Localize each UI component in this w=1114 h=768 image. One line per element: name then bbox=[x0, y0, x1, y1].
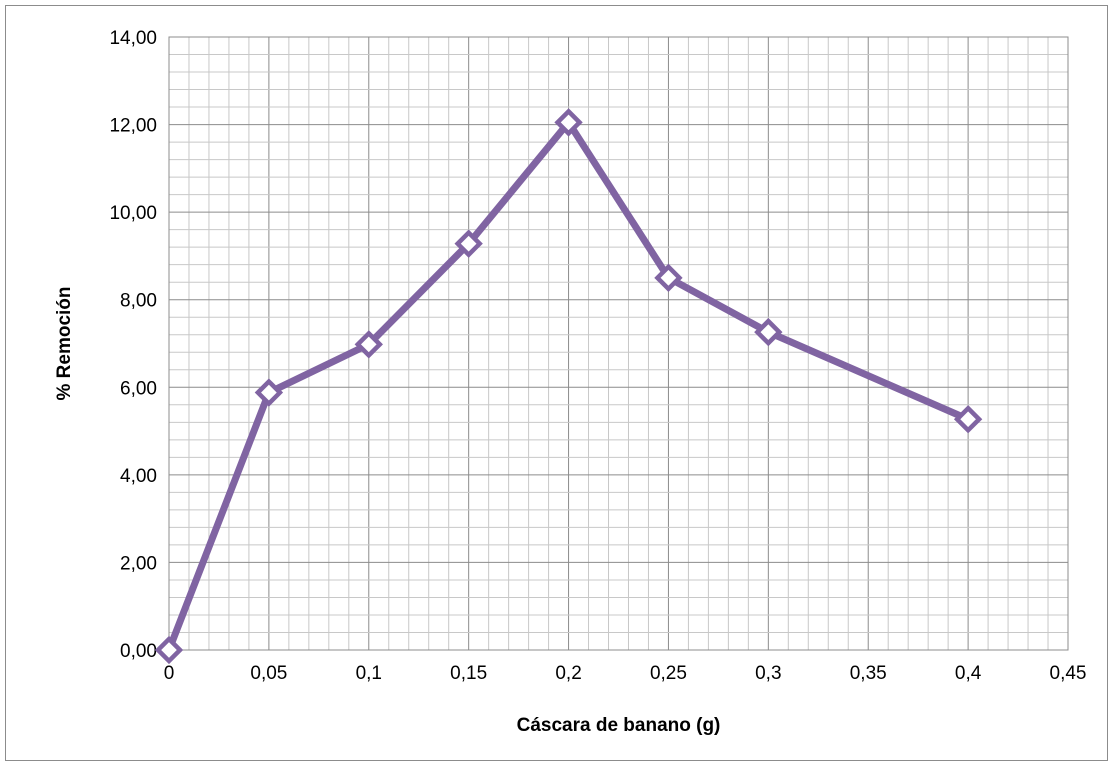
x-tick-label: 0,45 bbox=[1050, 663, 1087, 684]
x-tick-label: 0,2 bbox=[555, 663, 581, 684]
x-tick-label: 0,05 bbox=[250, 663, 287, 684]
grid-lines bbox=[168, 36, 1069, 651]
x-tick-label: 0,1 bbox=[356, 663, 382, 684]
data-point-marker bbox=[953, 405, 983, 434]
x-tick-label: 0 bbox=[164, 663, 175, 684]
y-axis-tick-labels: 0,00 2,00 4,00 6,00 8,00 10,00 12,00 14,00 bbox=[109, 28, 157, 662]
data-point-marker bbox=[254, 378, 284, 407]
x-tick-label: 0,35 bbox=[850, 663, 887, 684]
data-point-marker bbox=[554, 108, 583, 137]
x-tick-label: 0,15 bbox=[450, 663, 487, 684]
x-axis-tick-labels: 0 0,05 0,1 0,15 0,2 0,25 0,3 0,35 0,4 0,45 bbox=[164, 663, 1087, 684]
y-tick-label: 12,00 bbox=[109, 116, 157, 137]
y-tick-label: 4,00 bbox=[120, 466, 157, 487]
data-point-marker bbox=[454, 229, 483, 258]
y-tick-label: 2,00 bbox=[120, 553, 157, 574]
plot-area-border bbox=[168, 36, 1069, 651]
y-tick-label: 6,00 bbox=[120, 378, 157, 399]
x-axis-title: Cáscara de banano (g) bbox=[517, 715, 721, 736]
x-tick-label: 0,4 bbox=[955, 663, 982, 684]
y-tick-label: 0,00 bbox=[120, 641, 157, 662]
data-point-marker bbox=[754, 317, 783, 347]
y-tick-label: 8,00 bbox=[120, 291, 157, 312]
data-point-marker bbox=[154, 635, 184, 665]
x-tick-label: 0,25 bbox=[650, 663, 687, 684]
y-axis-title: % Remoción bbox=[54, 286, 75, 400]
series-line bbox=[165, 118, 972, 654]
data-point-marker bbox=[654, 263, 683, 293]
data-point-marker bbox=[354, 330, 383, 359]
y-tick-label: 10,00 bbox=[109, 203, 157, 224]
x-tick-label: 0,3 bbox=[755, 663, 781, 684]
y-tick-label: 14,00 bbox=[109, 28, 157, 49]
series-layer bbox=[154, 108, 983, 665]
